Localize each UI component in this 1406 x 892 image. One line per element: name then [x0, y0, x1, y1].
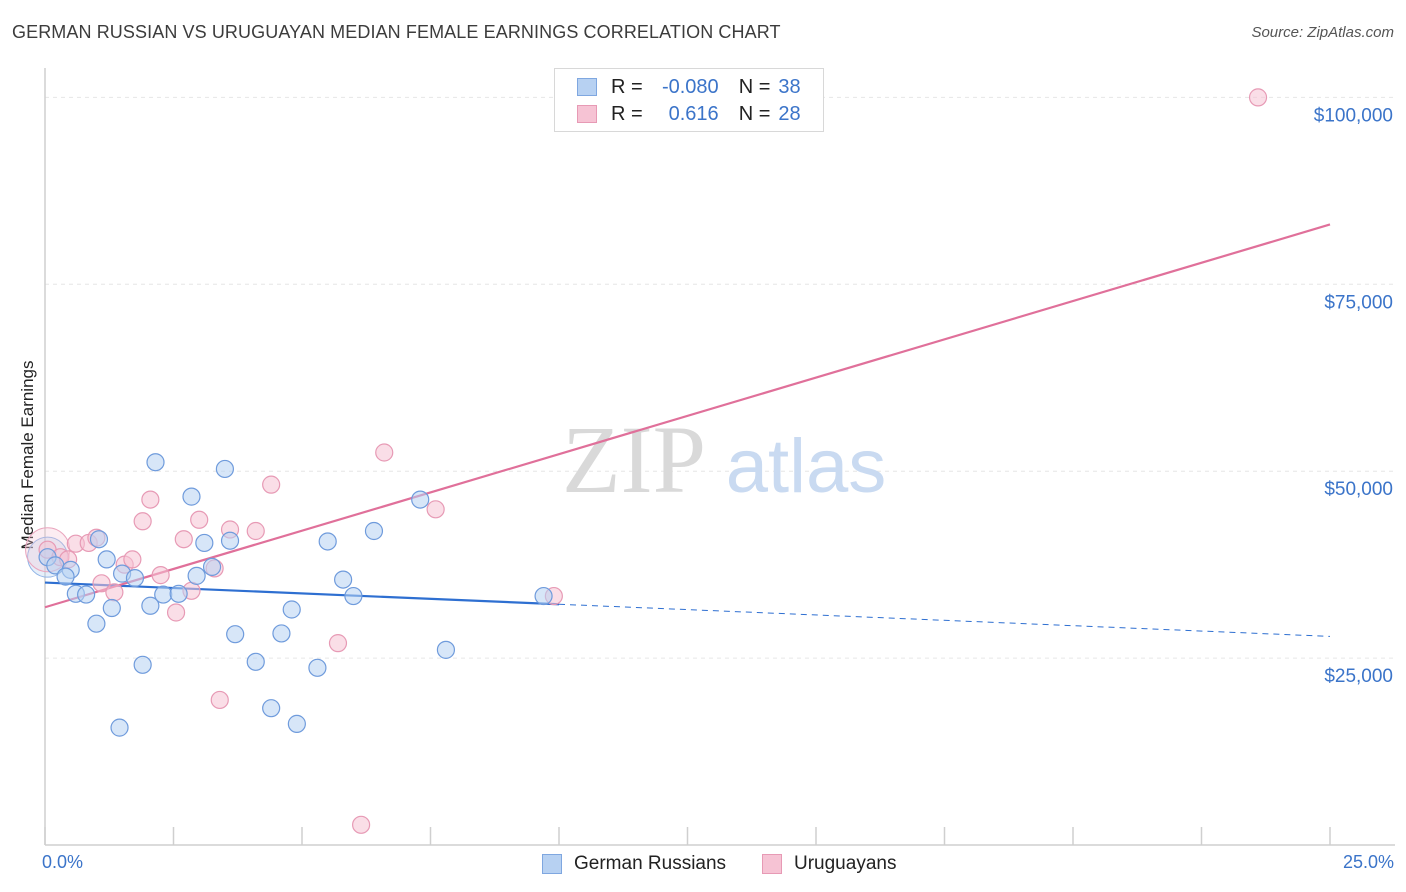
data-point-uruguayans [92, 574, 111, 593]
data-point-german-russians [110, 718, 129, 737]
data-point-german-russians [220, 531, 240, 550]
data-point-uruguayans [328, 634, 348, 653]
data-point-uruguayans [246, 521, 265, 541]
watermark: ZIP atlas [562, 406, 886, 513]
bottom-legend-label: Uruguayans [794, 853, 897, 874]
y-tick-label: $100,000 [1314, 105, 1393, 126]
data-point-german-russians [97, 550, 116, 569]
bottom-legend-uruguayans: Uruguayans [762, 852, 896, 876]
data-point-german-russians [411, 490, 430, 509]
data-point-uruguayans [352, 815, 371, 834]
data-point-uruguayans [375, 443, 394, 462]
data-point-german-russians [187, 566, 206, 585]
data-point-german-russians [195, 533, 214, 553]
legend-n-value: 28 [778, 102, 801, 125]
y-tick-label: $75,000 [1324, 292, 1393, 313]
data-point-german-russians [146, 453, 165, 472]
axes [44, 68, 1395, 846]
legend-n-label: N = [738, 102, 771, 125]
y-tick-label: $50,000 [1324, 479, 1393, 500]
data-point-german-russians [282, 600, 301, 619]
legend-r-value: -0.080 [661, 75, 719, 98]
data-point-german-russians [262, 699, 281, 718]
data-point-german-russians [89, 530, 109, 549]
legend-r-label: R = [611, 75, 643, 98]
legend-row-german-russians: R = -0.080 N = 38 [577, 75, 801, 99]
data-point-german-russians [534, 586, 553, 606]
data-point-uruguayans [166, 603, 186, 622]
y-tick-label: $25,000 [1324, 666, 1393, 687]
trend-line-german-russians [44, 581, 560, 606]
data-point-german-russians [226, 625, 245, 644]
data-point-german-russians [102, 598, 121, 618]
bottom-legend-swatch-pink [762, 854, 782, 874]
data-point-uruguayans [426, 500, 445, 519]
data-point-uruguayans [105, 583, 124, 602]
data-point-uruguayans [1248, 88, 1268, 107]
legend-r-value: 0.616 [668, 102, 719, 125]
trend-line-german-russians-extension [558, 603, 1331, 637]
data-point-german-russians [141, 596, 160, 615]
data-point-german-russians [436, 640, 456, 659]
data-point-german-russians [77, 585, 96, 604]
bottom-legend-german-russians: German Russians [542, 852, 726, 876]
data-point-uruguayans [141, 490, 160, 509]
data-point-german-russians [133, 655, 152, 674]
data-point-german-russians [318, 532, 337, 551]
data-point-uruguayans [133, 512, 152, 531]
y-tick-labels: $25,000 $50,000 $75,000 $100,000 [1314, 105, 1393, 687]
correlation-legend: R = -0.080 N = 38 R = 0.616 N = 28 [554, 68, 824, 132]
data-point-uruguayans [190, 510, 209, 529]
data-point-german-russians [308, 658, 327, 677]
data-point-german-russians [272, 624, 291, 643]
data-point-german-russians [202, 557, 222, 576]
data-point-german-russians [182, 487, 201, 506]
data-point-german-russians [87, 614, 106, 633]
data-point-german-russians [364, 521, 384, 541]
trend-lines [44, 223, 1331, 637]
x-tick-label-min: 0.0% [42, 852, 84, 872]
gridlines [45, 96, 1395, 659]
bottom-legend-label: German Russians [574, 853, 727, 874]
source-label: Source: ZipAtlas.com [1251, 24, 1394, 41]
watermark-atlas: atlas [726, 424, 887, 509]
x-tick-label-max: 25.0% [1342, 852, 1394, 872]
bottom-legend-swatch-blue [542, 854, 562, 874]
data-point-german-russians [287, 714, 306, 733]
legend-swatch-pink [577, 105, 597, 123]
data-point-german-russians [56, 567, 75, 586]
data-point-german-russians [215, 459, 234, 479]
legend-n-value: 38 [778, 75, 801, 98]
data-point-uruguayans [210, 690, 229, 710]
chart-title: GERMAN RUSSIAN VS URUGUAYAN MEDIAN FEMAL… [12, 22, 781, 42]
legend-row-uruguayans: R = 0.616 N = 28 [577, 102, 801, 126]
data-point-german-russians [169, 584, 188, 603]
data-point-german-russians [125, 568, 145, 588]
data-point-german-russians [344, 586, 363, 606]
data-points [25, 88, 1268, 834]
legend-swatch-blue [577, 78, 597, 96]
data-point-german-russians [334, 570, 353, 589]
data-point-uruguayans [174, 530, 193, 549]
data-point-uruguayans [123, 550, 142, 569]
data-point-uruguayans [262, 475, 281, 494]
data-point-german-russians [246, 652, 265, 671]
data-point-uruguayans [151, 566, 170, 585]
legend-n-label: N = [738, 75, 771, 98]
watermark-zip: ZIP [562, 406, 706, 513]
data-point-german-russians [154, 585, 173, 604]
trend-line-uruguayans [44, 223, 1331, 609]
legend-r-label: R = [611, 102, 643, 125]
